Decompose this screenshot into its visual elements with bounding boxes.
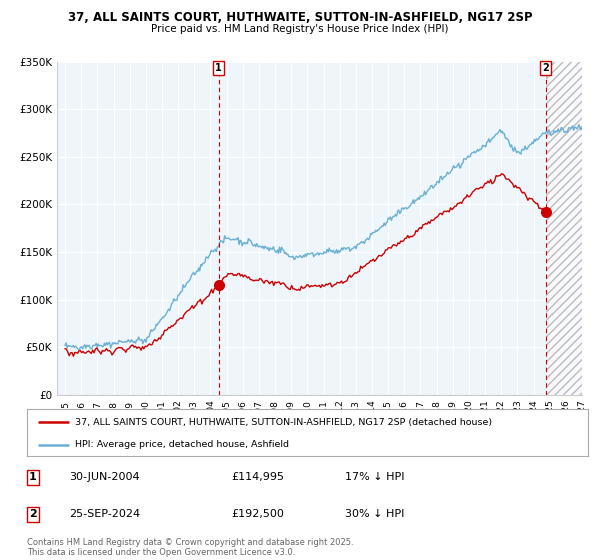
Text: 2: 2	[542, 63, 549, 73]
Text: 37, ALL SAINTS COURT, HUTHWAITE, SUTTON-IN-ASHFIELD, NG17 2SP (detached house): 37, ALL SAINTS COURT, HUTHWAITE, SUTTON-…	[74, 418, 492, 427]
Text: Contains HM Land Registry data © Crown copyright and database right 2025.
This d: Contains HM Land Registry data © Crown c…	[27, 538, 353, 557]
Text: 37, ALL SAINTS COURT, HUTHWAITE, SUTTON-IN-ASHFIELD, NG17 2SP: 37, ALL SAINTS COURT, HUTHWAITE, SUTTON-…	[68, 11, 532, 24]
Text: 30% ↓ HPI: 30% ↓ HPI	[345, 509, 404, 519]
Text: HPI: Average price, detached house, Ashfield: HPI: Average price, detached house, Ashf…	[74, 440, 289, 449]
Text: 2: 2	[29, 509, 37, 519]
Text: 1: 1	[215, 63, 222, 73]
Text: 17% ↓ HPI: 17% ↓ HPI	[345, 472, 404, 482]
Text: 1: 1	[29, 472, 37, 482]
Text: Price paid vs. HM Land Registry's House Price Index (HPI): Price paid vs. HM Land Registry's House …	[151, 24, 449, 34]
Text: £114,995: £114,995	[231, 472, 284, 482]
Text: 30-JUN-2004: 30-JUN-2004	[69, 472, 140, 482]
Text: £192,500: £192,500	[231, 509, 284, 519]
Text: 25-SEP-2024: 25-SEP-2024	[69, 509, 140, 519]
